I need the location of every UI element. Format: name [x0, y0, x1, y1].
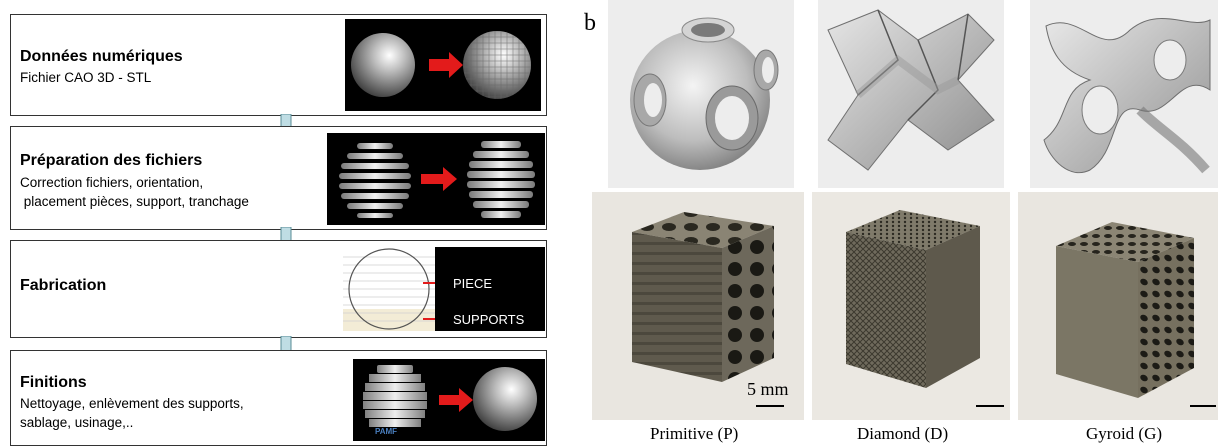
- gyroid-lattice-photo: [1018, 192, 1218, 420]
- diamond-surface-render: [818, 0, 1004, 188]
- scale-bar: [976, 405, 1004, 407]
- gyroid-surface-render: [1030, 0, 1218, 188]
- step-finishing: Finitions Nettoyage, enlèvement des supp…: [10, 350, 547, 446]
- finishing-thumbnail: PAMF: [353, 359, 545, 441]
- diamond-caption: Diamond (D): [857, 424, 949, 443]
- pamf-logo-text: PAMF: [375, 427, 398, 436]
- step-title: Fabrication: [20, 277, 107, 294]
- step-digital-data: Données numériques Fichier CAO 3D - STL: [10, 14, 547, 116]
- primitive-lattice-photo: [592, 192, 804, 420]
- slicing-thumbnail: [327, 133, 545, 225]
- diamond-lattice-photo: [812, 192, 1010, 420]
- fabrication-thumbnail: PIECE SUPPORTS: [343, 247, 545, 331]
- step-description: Nettoyage, enlèvement des supports, sabl…: [20, 396, 244, 430]
- step-description: Correction fichiers, orientation, placem…: [20, 175, 249, 209]
- step-description: Fichier CAO 3D - STL: [20, 70, 152, 85]
- step-fabrication: Fabrication PIECE SUPPORTS: [10, 240, 547, 338]
- sphere-to-mesh-thumbnail: [345, 19, 541, 111]
- supports-label: SUPPORTS: [453, 312, 525, 327]
- step-title: Préparation des fichiers: [20, 152, 203, 169]
- step-title: Finitions: [20, 374, 87, 391]
- scale-bar: [756, 405, 784, 407]
- panel-b-letter: b: [584, 10, 596, 36]
- step-title: Données numériques: [20, 48, 183, 65]
- step-file-preparation: Préparation des fichiers Correction fich…: [10, 126, 547, 230]
- primitive-caption: Primitive (P): [650, 424, 739, 443]
- primitive-surface-render: [608, 0, 794, 188]
- gyroid-caption: Gyroid (G): [1086, 424, 1163, 443]
- piece-label: PIECE: [453, 276, 493, 291]
- scale-bar: [1190, 405, 1216, 407]
- scale-bar-label: 5 mm: [747, 379, 789, 399]
